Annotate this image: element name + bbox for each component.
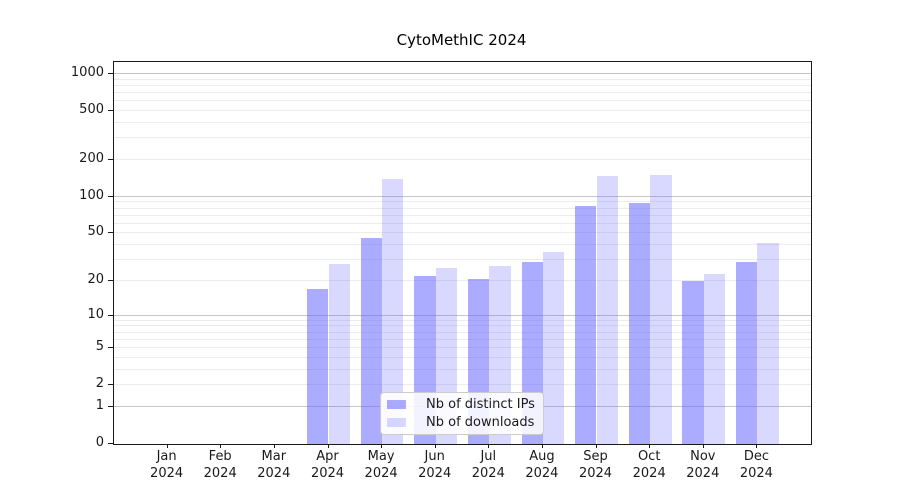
bar-downloads-nov	[703, 273, 726, 444]
x-tick-mark	[220, 444, 222, 448]
x-tick-label-mar: Mar 2024	[257, 449, 291, 481]
x-tick-label-jan: Jan 2024	[150, 449, 184, 481]
legend-swatch-distinct-ips	[387, 399, 406, 409]
x-tick-label-sep: Sep 2024	[578, 449, 613, 481]
minor-gridline	[114, 244, 811, 246]
minor-gridline	[114, 384, 811, 386]
major-gridline	[114, 195, 811, 197]
bar-ips-may	[360, 237, 382, 444]
bar-ips-dec	[735, 261, 758, 444]
minor-gridline	[114, 110, 811, 112]
x-tick-label-jul: Jul 2024	[471, 449, 505, 481]
bar-downloads-aug	[542, 252, 565, 444]
x-tick-mark	[488, 444, 490, 448]
minor-gridline	[114, 232, 811, 234]
plot-area: Nb of distinct IPs Nb of downloads	[113, 61, 812, 445]
major-gridline	[114, 73, 811, 74]
minor-gridline	[114, 338, 811, 340]
x-tick-mark	[273, 444, 275, 448]
x-tick-label-apr: Apr 2024	[310, 449, 345, 481]
minor-gridline	[114, 92, 811, 94]
bar-downloads-oct	[650, 174, 672, 444]
minor-gridline	[114, 207, 811, 209]
y-tick-label: 100	[79, 187, 104, 203]
y-tick-mark	[108, 405, 113, 407]
y-tick-mark	[108, 314, 113, 316]
bar-ips-nov	[682, 280, 704, 444]
y-tick-label: 50	[87, 224, 104, 240]
x-tick-label-oct: Oct 2024	[632, 449, 666, 481]
y-tick-mark	[108, 195, 113, 197]
x-tick-label-nov: Nov 2024	[686, 449, 720, 481]
x-tick-label-dec: Dec 2024	[739, 449, 773, 481]
x-tick-mark	[327, 444, 329, 448]
y-tick-label: 500	[79, 102, 104, 118]
x-tick-label-may: May 2024	[364, 449, 398, 481]
minor-gridline	[114, 214, 811, 216]
y-tick-label: 1	[95, 397, 104, 413]
y-tick-label: 2	[95, 376, 104, 392]
bar-ips-sep	[575, 206, 597, 444]
legend-swatch-downloads	[387, 418, 406, 428]
major-gridline	[114, 314, 811, 316]
x-tick-mark	[756, 444, 758, 448]
bar-ips-oct	[628, 203, 651, 444]
y-tick-label: 1000	[70, 65, 104, 80]
x-tick-mark	[595, 444, 597, 448]
x-tick-label-aug: Aug 2024	[525, 449, 559, 481]
x-tick-mark	[649, 444, 651, 448]
y-tick-label: 20	[87, 271, 104, 287]
minor-gridline	[114, 279, 811, 281]
minor-gridline	[114, 368, 811, 370]
minor-gridline	[114, 259, 811, 261]
legend-label: Nb of distinct IPs	[426, 396, 535, 412]
x-tick-label-feb: Feb 2024	[203, 449, 237, 481]
legend-item-distinct-ips: Nb of distinct IPs	[385, 395, 539, 413]
minor-gridline	[114, 137, 811, 139]
y-tick-mark	[108, 347, 113, 348]
legend-item-downloads: Nb of downloads	[385, 414, 539, 432]
y-tick-label: 10	[87, 306, 104, 322]
minor-gridline	[114, 325, 811, 327]
bar-downloads-sep	[596, 176, 618, 444]
chart-title: CytoMethIC 2024	[396, 31, 527, 49]
y-tick-mark	[108, 279, 113, 281]
bar-downloads-dec	[757, 242, 779, 444]
legend: Nb of distinct IPs Nb of downloads	[380, 392, 544, 435]
minor-gridline	[114, 331, 811, 333]
minor-gridline	[114, 319, 811, 321]
y-tick-mark	[108, 384, 113, 386]
bar-ips-apr	[307, 289, 329, 444]
bar-downloads-may	[382, 179, 404, 444]
minor-gridline	[114, 84, 811, 86]
y-tick-label: 5	[95, 339, 104, 354]
y-tick-mark	[108, 73, 113, 74]
minor-gridline	[114, 100, 811, 102]
x-tick-mark	[381, 444, 383, 448]
x-tick-mark	[541, 444, 543, 448]
y-tick-label: 200	[79, 151, 104, 166]
x-tick-mark	[434, 444, 436, 448]
y-tick-mark	[108, 159, 113, 160]
minor-gridline	[114, 78, 811, 80]
y-tick-mark	[108, 443, 113, 444]
x-tick-label-jun: Jun 2024	[418, 449, 452, 481]
y-tick-mark	[108, 232, 113, 234]
minor-gridline	[114, 347, 811, 348]
minor-gridline	[114, 356, 811, 358]
bar-downloads-apr	[328, 263, 350, 444]
x-tick-mark	[702, 444, 704, 448]
minor-gridline	[114, 122, 811, 123]
y-tick-label: 0	[95, 435, 104, 450]
minor-gridline	[114, 222, 811, 224]
y-tick-mark	[108, 110, 113, 112]
x-tick-mark	[166, 444, 168, 448]
minor-gridline	[114, 159, 811, 160]
legend-label: Nb of downloads	[426, 415, 535, 431]
minor-gridline	[114, 201, 811, 203]
